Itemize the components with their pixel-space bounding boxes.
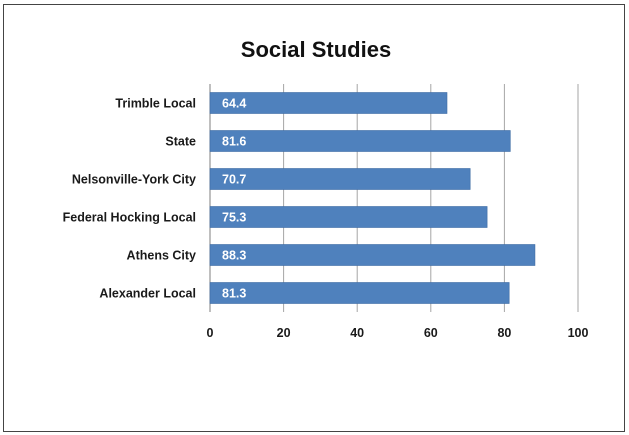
category-label: Nelsonville-York City	[72, 173, 196, 187]
data-label: 81.6	[222, 135, 246, 149]
category-labels: Trimble Local State Nelsonville-York City F…	[63, 97, 196, 301]
data-label: 70.7	[222, 173, 246, 187]
bar	[209, 92, 448, 114]
category-label: Federal Hocking Local	[63, 211, 196, 225]
x-tick-label: 40	[350, 326, 364, 340]
category-label: Alexander Local	[99, 287, 196, 301]
x-tick-label: 60	[424, 326, 438, 340]
bar	[209, 168, 471, 190]
category-label: Athens City	[127, 249, 197, 263]
data-label: 88.3	[222, 249, 246, 263]
category-label: Trimble Local	[115, 97, 196, 111]
bar	[209, 130, 511, 152]
x-tick-label: 20	[277, 326, 291, 340]
x-tick-label: 100	[568, 326, 589, 340]
category-label: State	[165, 135, 196, 149]
chart-title: Social Studies	[241, 37, 391, 62]
bars: 64.4 81.6 70.7 75.3 88.3 81.3	[209, 92, 536, 304]
bar	[209, 282, 510, 304]
data-label: 64.4	[222, 97, 246, 111]
data-label: 81.3	[222, 287, 246, 301]
bar	[209, 244, 536, 266]
x-tick-label: 80	[497, 326, 511, 340]
x-tick-label: 0	[207, 326, 214, 340]
bar	[209, 206, 488, 228]
data-label: 75.3	[222, 211, 246, 225]
x-axis-ticks: 0 20 40 60 80 100	[207, 326, 589, 340]
gridlines	[209, 84, 579, 312]
